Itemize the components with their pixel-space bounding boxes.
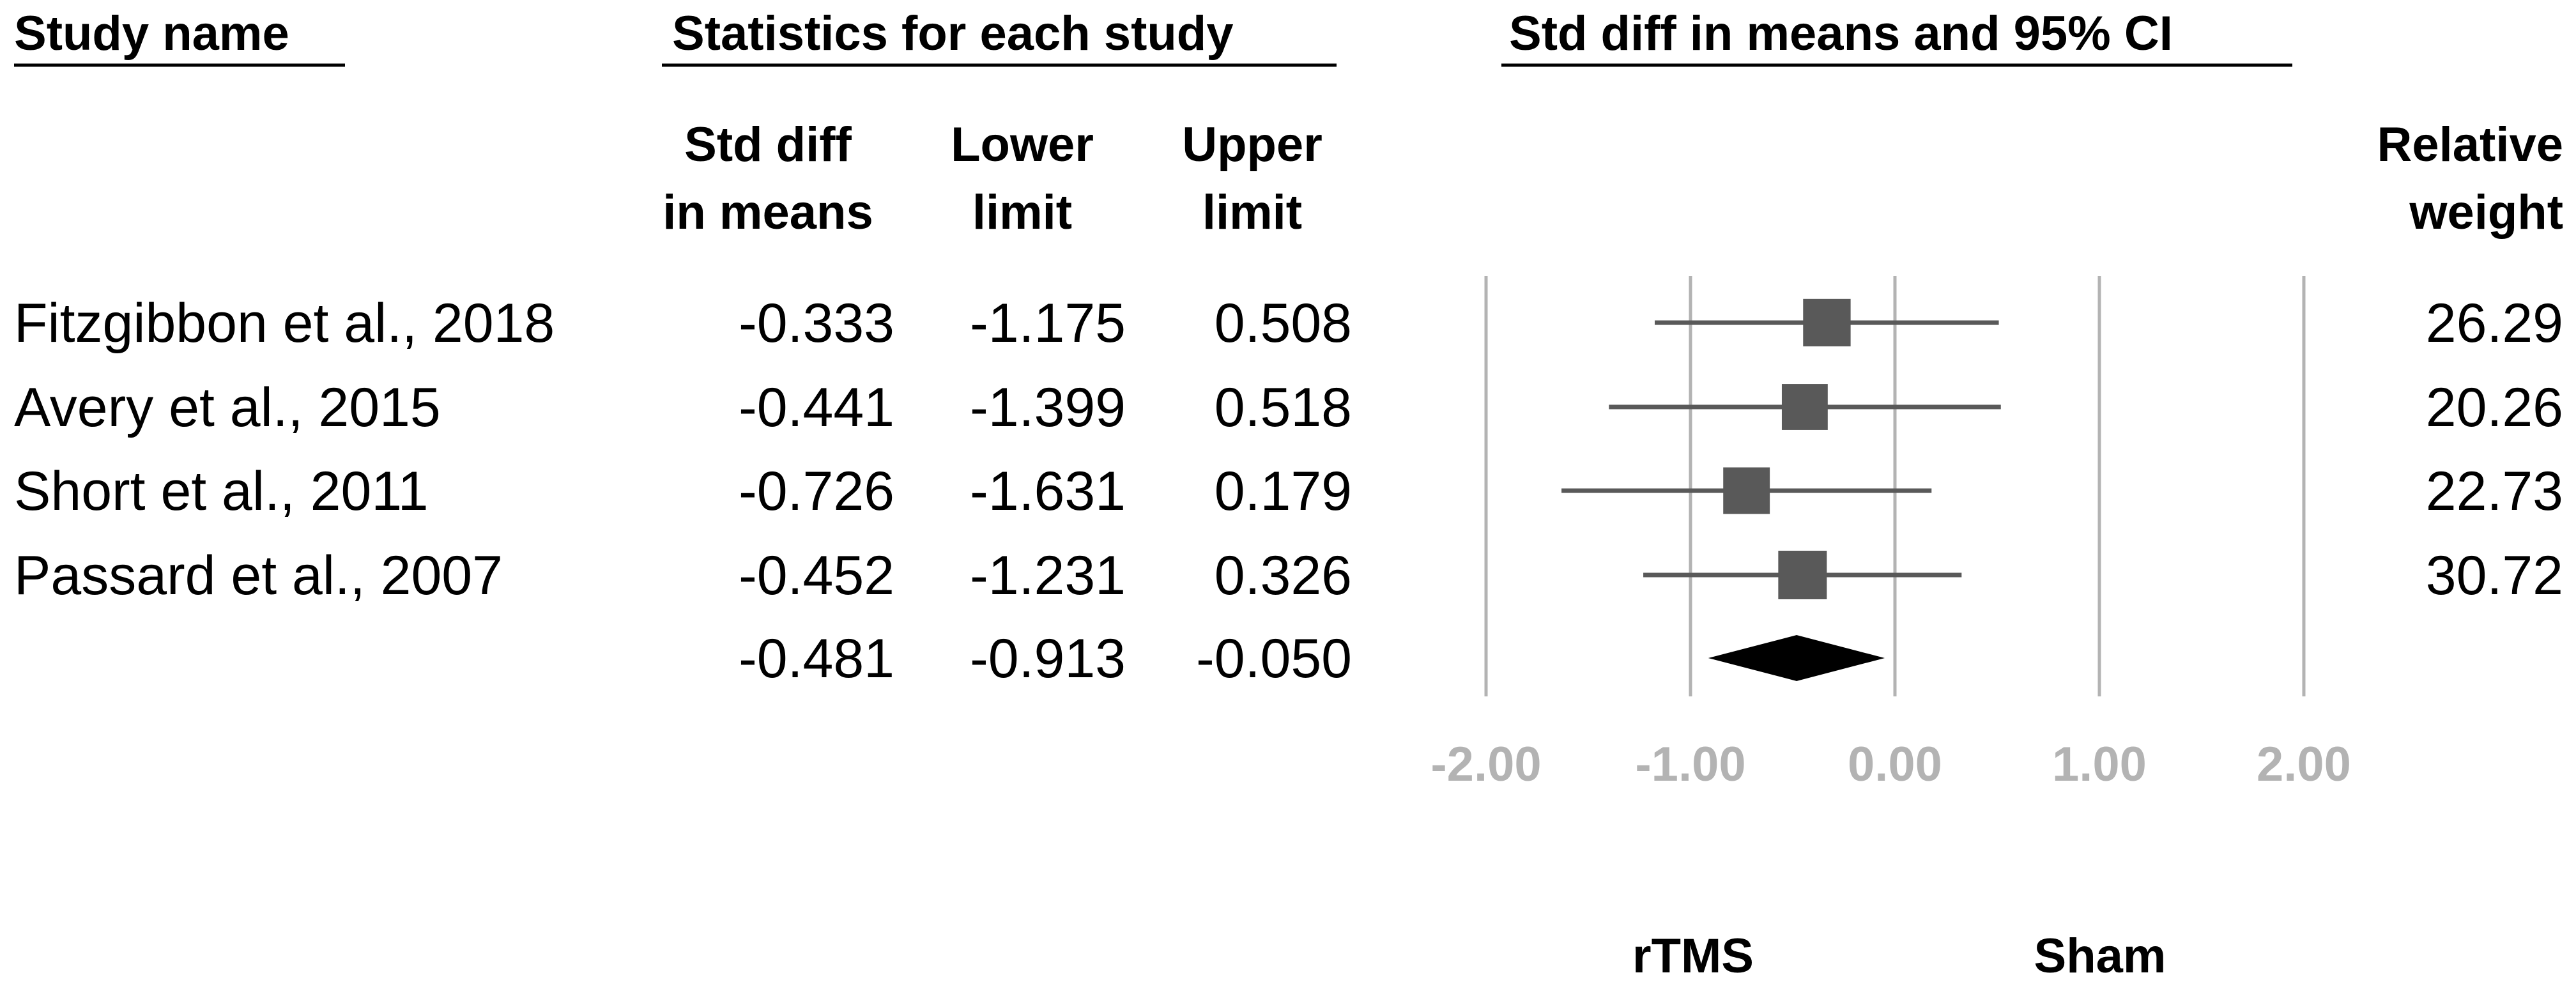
std-diff-value: -0.726 bbox=[739, 461, 894, 522]
std-diff-value: -0.441 bbox=[739, 377, 894, 438]
summary-lower-limit: -0.913 bbox=[970, 628, 1126, 689]
effect-box bbox=[1723, 467, 1770, 514]
upper-limit-value: 0.326 bbox=[1215, 545, 1352, 606]
study-name: Avery et al., 2015 bbox=[14, 377, 441, 438]
lower-limit-value: -1.231 bbox=[970, 545, 1126, 606]
study-row: Passard et al., 2007 -0.452 -1.231 0.326 30.… bbox=[14, 545, 2563, 606]
tick-label: 1.00 bbox=[2052, 737, 2147, 792]
relative-weight-value: 26.29 bbox=[2426, 293, 2563, 354]
summary-row: -0.481 -0.913 -0.050 bbox=[739, 628, 1885, 689]
upper-limit-value: 0.508 bbox=[1215, 293, 1352, 354]
upper-limit-value: 0.518 bbox=[1215, 377, 1352, 438]
study-row: Short et al., 2011 -0.726 -1.631 0.179 22.73 bbox=[14, 461, 2563, 522]
upper-limit-value: 0.179 bbox=[1215, 461, 1352, 522]
col-header-lower-2: limit bbox=[972, 185, 1072, 240]
study-row: Avery et al., 2015 -0.441 -1.399 0.518 20.26 bbox=[14, 377, 2563, 438]
tick-label: 0.00 bbox=[1848, 737, 1942, 792]
relative-weight-value: 30.72 bbox=[2426, 545, 2563, 606]
col-header-upper-1: Upper bbox=[1182, 118, 1322, 172]
study-name: Fitzgibbon et al., 2018 bbox=[14, 293, 555, 354]
col-header-lower-1: Lower bbox=[951, 118, 1094, 172]
study-row: Fitzgibbon et al., 2018 -0.333 -1.175 0.508… bbox=[14, 293, 2563, 354]
col-header-std-diff-1: Std diff bbox=[684, 118, 852, 172]
std-diff-value: -0.452 bbox=[739, 545, 894, 606]
study-rows: Fitzgibbon et al., 2018 -0.333 -1.175 0.508… bbox=[14, 293, 2563, 606]
summary-std-diff: -0.481 bbox=[739, 628, 894, 689]
std-diff-value: -0.333 bbox=[739, 293, 894, 354]
col-header-weight-2: weight bbox=[2409, 185, 2563, 240]
header-statistics: Statistics for each study bbox=[672, 6, 1234, 61]
gridlines bbox=[1484, 276, 2306, 696]
effect-box bbox=[1781, 384, 1828, 430]
lower-limit-value: -1.631 bbox=[970, 461, 1126, 522]
relative-weight-value: 20.26 bbox=[2426, 377, 2563, 438]
effect-box bbox=[1778, 551, 1827, 599]
header-plot-title: Std diff in means and 95% CI bbox=[1509, 6, 2173, 61]
study-name: Short et al., 2011 bbox=[14, 461, 429, 522]
side-label-right: Sham bbox=[2034, 929, 2166, 983]
lower-limit-value: -1.399 bbox=[970, 377, 1126, 438]
side-label-left: rTMS bbox=[1632, 929, 1754, 983]
col-header-upper-2: limit bbox=[1202, 185, 1302, 240]
header-study-name: Study name bbox=[14, 6, 289, 61]
tick-label: -2.00 bbox=[1430, 737, 1541, 792]
col-header-std-diff-2: in means bbox=[663, 185, 873, 240]
lower-limit-value: -1.175 bbox=[970, 293, 1126, 354]
summary-diamond bbox=[1708, 635, 1885, 681]
tick-label: -1.00 bbox=[1635, 737, 1745, 792]
x-axis-ticks: -2.00 -1.00 0.00 1.00 2.00 bbox=[1430, 737, 2351, 792]
effect-box bbox=[1803, 298, 1851, 347]
summary-upper-limit: -0.050 bbox=[1196, 628, 1352, 689]
tick-label: 2.00 bbox=[2257, 737, 2351, 792]
col-header-weight-1: Relative bbox=[2377, 118, 2564, 172]
study-name: Passard et al., 2007 bbox=[14, 545, 503, 606]
relative-weight-value: 22.73 bbox=[2426, 461, 2563, 522]
